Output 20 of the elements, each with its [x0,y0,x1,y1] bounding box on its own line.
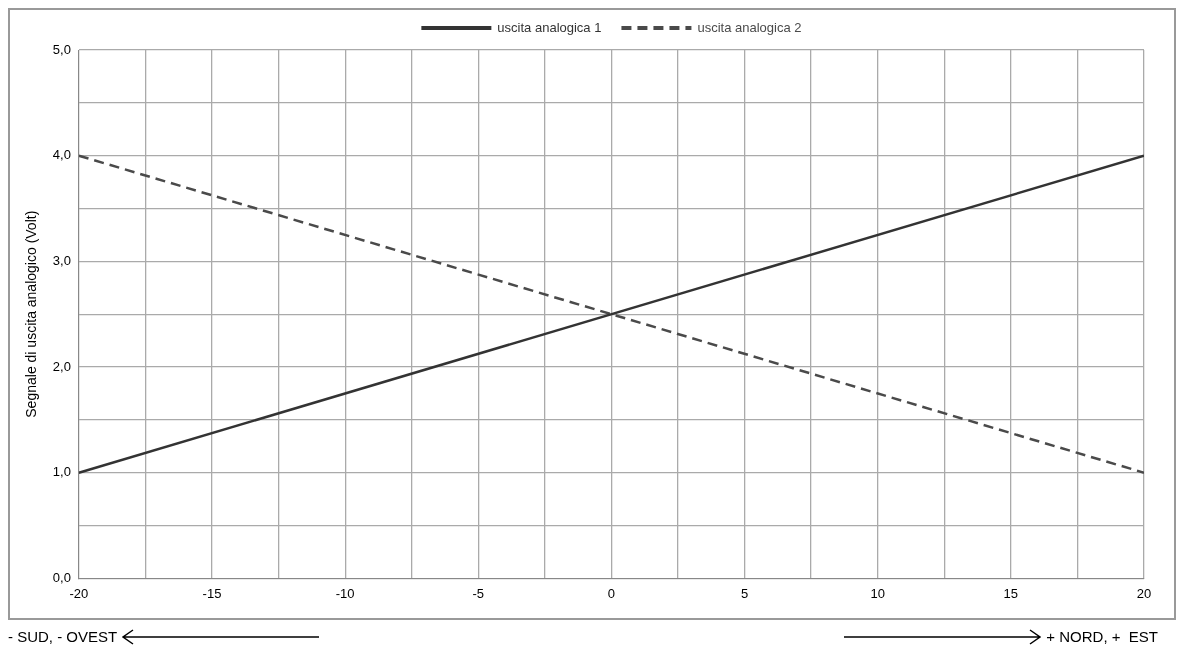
y-axis-title: Segnale di uscita analogico (Volt) [23,210,40,418]
y-tick-label: 2,0 [52,358,71,374]
y-tick-label: 1,0 [52,464,71,480]
text: - SUD, - OVEST [8,628,118,645]
y-tick-label: 3,0 [52,252,71,268]
text: uscita analogica 1 [497,19,602,35]
x-tick-label: -5 [472,585,485,601]
x-tick-label: -15 [202,585,222,601]
y-tick-label: 0,0 [52,569,71,585]
y-tick-label: 4,0 [52,147,71,163]
x-tick-label: 15 [1003,585,1019,601]
x-tick-label: -10 [335,585,355,601]
text: + NORD, + EST [1046,628,1158,645]
x-tick-label: 20 [1136,585,1152,601]
x-tick-label: 5 [740,585,749,601]
y-tick-label: 5,0 [52,41,71,57]
x-tick-label: -20 [69,585,89,601]
text: uscita analogica 2 [697,19,802,35]
x-tick-label: 10 [870,585,885,601]
x-tick-label: 0 [607,585,616,601]
